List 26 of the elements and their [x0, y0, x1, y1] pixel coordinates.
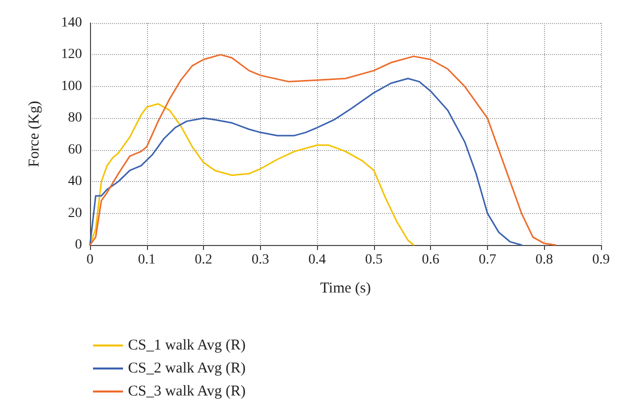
y-tick-label: 0 [75, 238, 82, 252]
legend-label: CS_3 walk Avg (R) [128, 384, 246, 400]
line-series [89, 78, 522, 246]
legend-label: CS_1 walk Avg (R) [128, 338, 246, 354]
x-tick-label: 0.5 [365, 252, 383, 268]
x-tick-label: 0 [86, 252, 94, 268]
y-tick-label: 60 [68, 142, 82, 158]
y-tick-label: 20 [68, 206, 82, 221]
x-tick-label: 0.1 [138, 252, 156, 268]
y-tick-label: 40 [68, 174, 82, 190]
y-axis-title: Force (Kg) [26, 100, 42, 168]
x-tick-label: 0.9 [592, 252, 610, 268]
x-tick-label: 0.4 [308, 252, 326, 268]
y-tick-label: 80 [68, 110, 82, 126]
y-tick-label: 100 [61, 78, 82, 94]
legend-label: CS_2 walk Avg (R) [128, 360, 246, 376]
x-tick-label: 0.7 [478, 252, 496, 268]
x-tick-label: 0.8 [535, 252, 553, 268]
x-axis-title: Time (s) [320, 280, 371, 296]
line-series [89, 54, 556, 246]
x-tick-label: 0.2 [194, 252, 212, 268]
x-tick-label: 0.3 [252, 252, 270, 268]
y-tick-label: 140 [61, 16, 82, 30]
x-tick-label: 0.6 [422, 252, 440, 268]
line-series [89, 103, 414, 246]
y-tick-label: 120 [61, 47, 82, 62]
